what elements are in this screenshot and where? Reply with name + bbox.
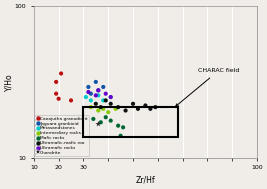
Point (113, 107, 118, 110)
Point (96, 122, 100, 125)
Point (89, 106, 93, 109)
Point (86, 91, 91, 94)
Point (116, 106, 120, 109)
Point (148, 107, 152, 110)
Point (101, 85, 105, 88)
Point (89, 92, 93, 95)
Point (89, 99, 93, 102)
Point (96, 89, 100, 92)
Point (69, 99, 73, 102)
Point (101, 107, 105, 110)
Point (121, 126, 125, 129)
Point (96, 109, 100, 112)
Point (94, 102, 98, 105)
Point (109, 95, 113, 98)
Bar (83, 107, 178, 137)
Point (54, 80, 58, 83)
Point (104, 99, 108, 102)
Point (109, 119, 113, 122)
Point (106, 111, 110, 114)
Point (91, 117, 96, 120)
Point (116, 124, 120, 127)
Point (94, 94, 98, 97)
Point (99, 121, 103, 124)
Point (104, 92, 108, 95)
Point (96, 94, 100, 97)
Point (86, 85, 91, 88)
Point (57, 97, 61, 100)
Point (96, 89, 100, 92)
Point (136, 107, 140, 110)
Point (94, 80, 98, 83)
Y-axis label: Y/Ho: Y/Ho (4, 73, 13, 91)
Point (143, 104, 148, 107)
X-axis label: Zr/Hf: Zr/Hf (136, 176, 155, 185)
Point (59, 72, 63, 75)
Legend: Canajutha granodiorit, Jaguara granbioid, Metasandstones, Intermediary rocks, Ma: Canajutha granodiorit, Jaguara granbioid… (35, 115, 89, 156)
Point (54, 92, 58, 95)
Point (101, 99, 105, 102)
Point (99, 106, 103, 109)
Point (123, 109, 128, 112)
Point (131, 102, 135, 105)
Point (153, 106, 158, 109)
Point (104, 116, 108, 119)
Point (109, 102, 113, 105)
Point (84, 95, 88, 98)
Point (119, 134, 123, 137)
Point (109, 95, 113, 98)
Text: CHARAC field: CHARAC field (176, 68, 239, 106)
